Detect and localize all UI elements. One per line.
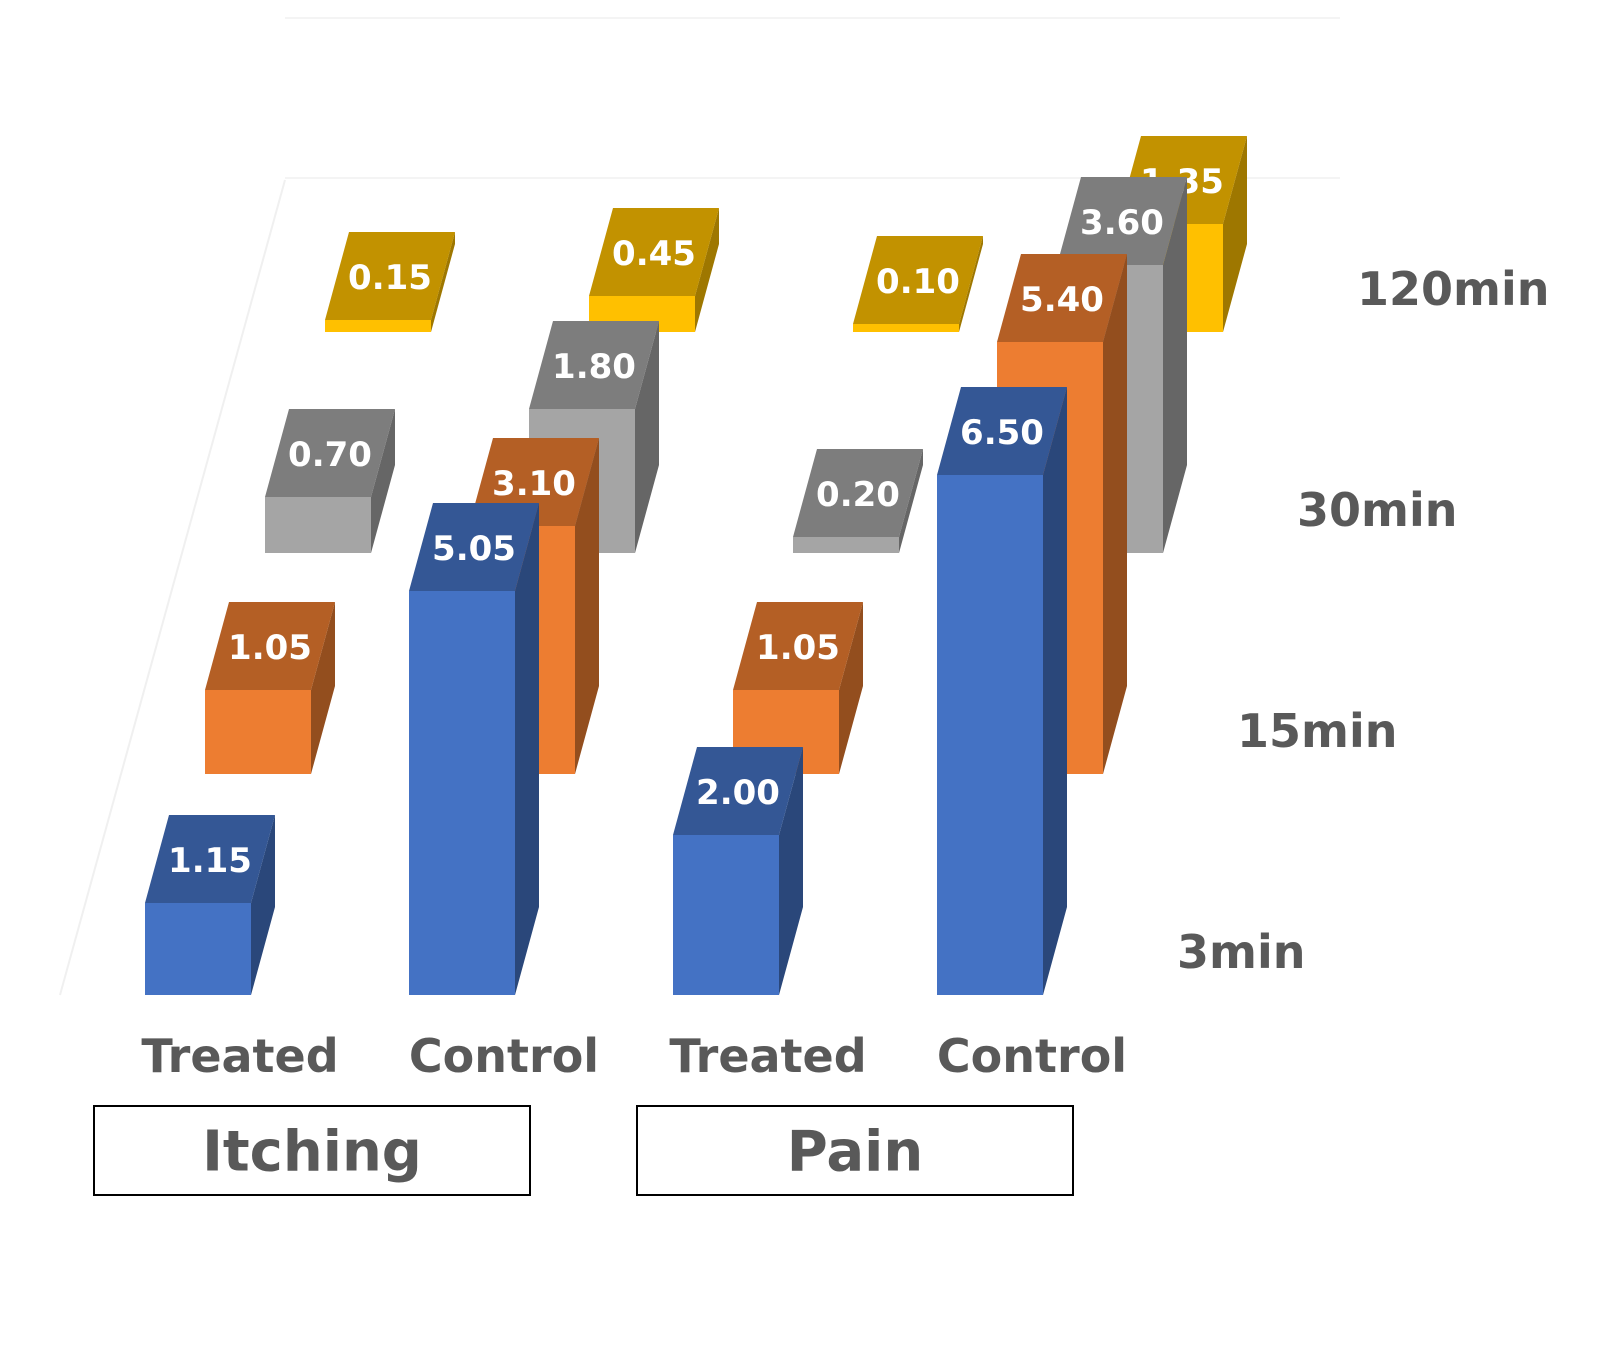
category-label: Treated bbox=[669, 1029, 866, 1083]
bar-top bbox=[589, 208, 719, 296]
bar-15min-0: 1.05 bbox=[205, 602, 335, 774]
bar-side bbox=[311, 602, 335, 774]
bar-30min-0: 0.70 bbox=[265, 409, 395, 553]
bar-side bbox=[779, 747, 803, 995]
data-label: 1.15 bbox=[168, 841, 252, 881]
bar-side bbox=[899, 449, 923, 553]
data-label: 0.70 bbox=[288, 435, 372, 475]
bar-front bbox=[673, 835, 779, 995]
group-box-border bbox=[636, 1105, 1074, 1196]
group-label: Itching bbox=[202, 1120, 422, 1185]
group-box-border bbox=[93, 1105, 531, 1196]
bar-side bbox=[839, 602, 863, 774]
depth-label-15min: 15min bbox=[1237, 704, 1397, 758]
bar-top bbox=[1057, 177, 1187, 265]
data-label: 0.15 bbox=[348, 258, 432, 298]
bar-top bbox=[145, 815, 275, 903]
bar-top bbox=[937, 387, 1067, 475]
bar-front bbox=[265, 497, 371, 553]
data-label: 5.40 bbox=[1020, 280, 1104, 320]
data-label: 1.05 bbox=[756, 628, 840, 668]
bar-side bbox=[1103, 254, 1127, 774]
category-label: Treated bbox=[141, 1029, 338, 1083]
bar-top bbox=[853, 236, 983, 324]
bar-top bbox=[409, 503, 539, 591]
bar-top bbox=[265, 409, 395, 497]
depth-label-3min: 3min bbox=[1177, 925, 1305, 979]
bar-top bbox=[733, 602, 863, 690]
bar-front bbox=[205, 690, 311, 774]
data-label: 1.05 bbox=[228, 628, 312, 668]
category-axis: Treated Control Treated Control bbox=[141, 1029, 1127, 1083]
group-label: Pain bbox=[787, 1120, 923, 1185]
bar-top bbox=[793, 449, 923, 537]
bar-side bbox=[695, 208, 719, 332]
bar-front bbox=[853, 324, 959, 332]
category-label: Control bbox=[409, 1029, 599, 1083]
depth-label-120min: 120min bbox=[1357, 262, 1549, 316]
bar-side bbox=[515, 503, 539, 995]
bar-120min-2: 0.10 bbox=[853, 236, 983, 332]
data-label: 0.45 bbox=[612, 234, 696, 274]
bar-top bbox=[205, 602, 335, 690]
bar-side bbox=[575, 438, 599, 774]
data-label: 3.10 bbox=[492, 464, 576, 504]
bar-top bbox=[529, 321, 659, 409]
bar-3min-2: 2.00 bbox=[673, 747, 803, 995]
bar-front bbox=[145, 903, 251, 995]
bars-layer: 0.150.450.101.350.701.800.203.601.053.10… bbox=[145, 136, 1247, 995]
bar-front bbox=[793, 537, 899, 553]
depth-label-30min: 30min bbox=[1297, 483, 1457, 537]
side-wall-line bbox=[59, 179, 286, 996]
data-label: 0.20 bbox=[816, 475, 900, 515]
bar-top bbox=[325, 232, 455, 320]
data-label: 3.60 bbox=[1080, 203, 1164, 243]
bar-front bbox=[937, 475, 1043, 995]
data-label: 0.10 bbox=[876, 262, 960, 302]
bar-side bbox=[1043, 387, 1067, 995]
group-boxes: Itching Pain bbox=[93, 1105, 1074, 1196]
bar-3min-3: 6.50 bbox=[937, 387, 1067, 995]
bar-side bbox=[1163, 177, 1187, 553]
data-label: 5.05 bbox=[432, 529, 516, 569]
data-label: 2.00 bbox=[696, 773, 780, 813]
bar-side bbox=[251, 815, 275, 995]
bar-3min-1: 5.05 bbox=[409, 503, 539, 995]
category-label: Control bbox=[937, 1029, 1127, 1083]
depth-axis: 3min 15min 30min 120min bbox=[1177, 262, 1549, 979]
bar-side bbox=[635, 321, 659, 553]
bar-120min-0: 0.15 bbox=[325, 232, 455, 332]
bar-3min-0: 1.15 bbox=[145, 815, 275, 995]
data-label: 6.50 bbox=[960, 413, 1044, 453]
bar-front bbox=[325, 320, 431, 332]
data-label: 1.80 bbox=[552, 347, 636, 387]
bar-side bbox=[1223, 136, 1247, 332]
bar-side bbox=[371, 409, 395, 553]
bar-120min-1: 0.45 bbox=[589, 208, 719, 332]
bar-30min-2: 0.20 bbox=[793, 449, 923, 553]
group-box-pain: Pain bbox=[636, 1105, 1074, 1196]
group-box-itching: Itching bbox=[93, 1105, 531, 1196]
bar-side bbox=[431, 232, 455, 332]
bar-side bbox=[959, 236, 983, 332]
bar-top bbox=[673, 747, 803, 835]
bar-top bbox=[997, 254, 1127, 342]
bar-front bbox=[409, 591, 515, 995]
